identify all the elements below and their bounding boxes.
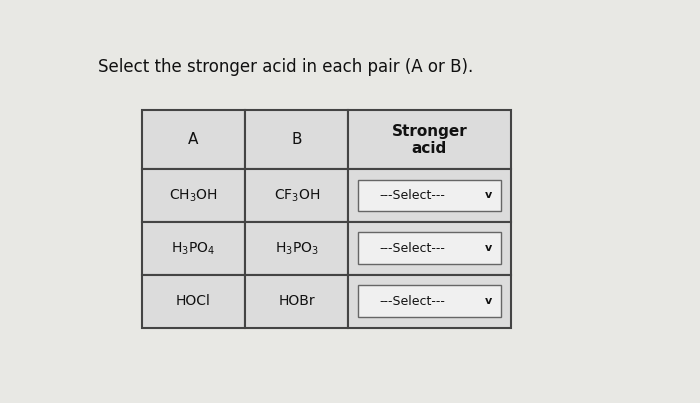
Text: ---Select---: ---Select---	[379, 295, 445, 308]
Text: ---Select---: ---Select---	[379, 189, 445, 202]
Text: H$_3$PO$_4$: H$_3$PO$_4$	[172, 240, 216, 257]
Bar	[349, 275, 511, 328]
Text: Stronger
acid: Stronger acid	[391, 124, 468, 156]
Text: CF$_3$OH: CF$_3$OH	[274, 187, 320, 204]
Bar	[245, 275, 349, 328]
Text: B: B	[291, 132, 302, 147]
Bar	[358, 233, 501, 264]
Text: HOCl: HOCl	[176, 294, 211, 308]
Bar	[141, 110, 245, 169]
Bar	[358, 285, 501, 317]
Text: ---Select---: ---Select---	[379, 242, 445, 255]
Bar	[349, 110, 511, 169]
Text: v: v	[485, 243, 493, 253]
Bar	[245, 222, 349, 275]
Bar	[141, 222, 245, 275]
Text: CH$_3$OH: CH$_3$OH	[169, 187, 218, 204]
Bar	[141, 275, 245, 328]
Text: v: v	[485, 296, 493, 306]
Text: HOBr: HOBr	[279, 294, 315, 308]
Bar	[358, 180, 501, 211]
Text: A: A	[188, 132, 199, 147]
Text: v: v	[485, 191, 493, 201]
Text: Select the stronger acid in each pair (A or B).: Select the stronger acid in each pair (A…	[98, 58, 474, 76]
Bar	[349, 169, 511, 222]
Bar	[141, 169, 245, 222]
Bar	[349, 222, 511, 275]
Bar	[245, 169, 349, 222]
Text: H$_3$PO$_3$: H$_3$PO$_3$	[274, 240, 319, 257]
Bar	[245, 110, 349, 169]
